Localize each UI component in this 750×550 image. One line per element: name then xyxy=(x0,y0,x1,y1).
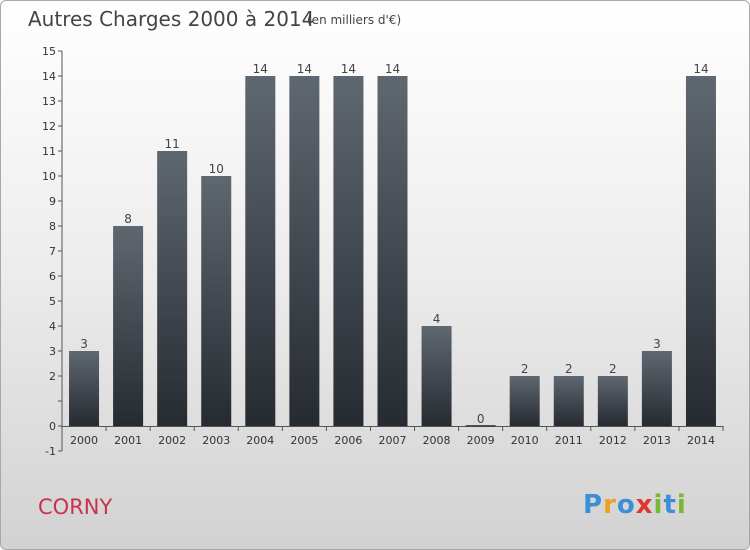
bar-2014 xyxy=(685,76,716,426)
y-tick-label: 14 xyxy=(42,70,56,83)
x-tick-label-2006: 2006 xyxy=(334,434,362,447)
value-label-2010: 2 xyxy=(521,362,529,376)
bar-2004 xyxy=(245,76,276,426)
bar-2000 xyxy=(69,351,100,426)
bar-2006 xyxy=(333,76,364,426)
x-tick-label-2011: 2011 xyxy=(555,434,583,447)
y-tick-label: 2 xyxy=(49,370,56,383)
bar-2009 xyxy=(465,425,496,427)
logo-letter: o xyxy=(616,490,636,520)
y-tick-label: 5 xyxy=(49,295,56,308)
bar-2012 xyxy=(597,376,628,426)
value-label-2000: 3 xyxy=(80,337,88,351)
y-tick-label: 7 xyxy=(49,245,56,258)
value-label-2012: 2 xyxy=(609,362,617,376)
y-tick-label: 11 xyxy=(42,145,56,158)
x-tick-label-2004: 2004 xyxy=(246,434,274,447)
x-tick-label-2009: 2009 xyxy=(467,434,495,447)
y-tick-label: 0 xyxy=(49,420,56,433)
y-tick-label: 4 xyxy=(49,320,56,333)
value-label-2007: 14 xyxy=(385,62,400,76)
bar-2005 xyxy=(289,76,320,426)
x-tick-label-2014: 2014 xyxy=(687,434,715,447)
bar-2011 xyxy=(553,376,584,426)
y-tick-label: -1 xyxy=(45,445,56,458)
value-label-2002: 11 xyxy=(165,137,180,151)
y-tick-label: 9 xyxy=(49,195,56,208)
x-tick-label-2008: 2008 xyxy=(423,434,451,447)
logo-letter: t xyxy=(663,490,677,520)
bar-2008 xyxy=(421,326,452,426)
bar-2013 xyxy=(641,351,672,426)
x-tick-label-2003: 2003 xyxy=(202,434,230,447)
y-tick-label: 12 xyxy=(42,120,56,133)
value-label-2004: 14 xyxy=(253,62,268,76)
x-tick-label-2005: 2005 xyxy=(290,434,318,447)
y-tick-label: 10 xyxy=(42,170,56,183)
y-tick-label: 13 xyxy=(42,95,56,108)
x-tick-label-2002: 2002 xyxy=(158,434,186,447)
x-tick-label-2013: 2013 xyxy=(643,434,671,447)
value-label-2003: 10 xyxy=(209,162,224,176)
value-label-2005: 14 xyxy=(297,62,312,76)
x-tick-label-2007: 2007 xyxy=(379,434,407,447)
bar-2002 xyxy=(157,151,188,426)
value-label-2011: 2 xyxy=(565,362,573,376)
bar-2010 xyxy=(509,376,540,426)
x-tick-label-2001: 2001 xyxy=(114,434,142,447)
y-tick-label: 15 xyxy=(42,45,56,58)
y-tick-label: 6 xyxy=(49,270,56,283)
logo-letter: x xyxy=(635,490,654,520)
chart-title: Autres Charges 2000 à 2014 xyxy=(28,7,315,31)
x-tick-label-2010: 2010 xyxy=(511,434,539,447)
proxiti-logo: Proxiti xyxy=(583,490,687,520)
x-tick-label-2012: 2012 xyxy=(599,434,627,447)
place-name: CORNY xyxy=(38,495,113,519)
value-label-2014: 14 xyxy=(693,62,708,76)
logo-letter: i xyxy=(676,490,687,520)
logo-letter: r xyxy=(603,490,617,520)
chart-subtitle: (en milliers d'€) xyxy=(307,13,402,27)
logo-letter: P xyxy=(583,490,604,520)
logo-letter: i xyxy=(653,490,664,520)
y-tick-label: 3 xyxy=(49,345,56,358)
value-label-2008: 4 xyxy=(433,312,441,326)
bar-2007 xyxy=(377,76,408,426)
value-label-2013: 3 xyxy=(653,337,661,351)
y-tick-label: 8 xyxy=(49,220,56,233)
x-tick-label-2000: 2000 xyxy=(70,434,98,447)
value-label-2006: 14 xyxy=(341,62,356,76)
bar-2001 xyxy=(113,226,144,426)
value-label-2009: 0 xyxy=(477,412,485,426)
value-label-2001: 8 xyxy=(124,212,132,226)
bar-2003 xyxy=(201,176,232,426)
